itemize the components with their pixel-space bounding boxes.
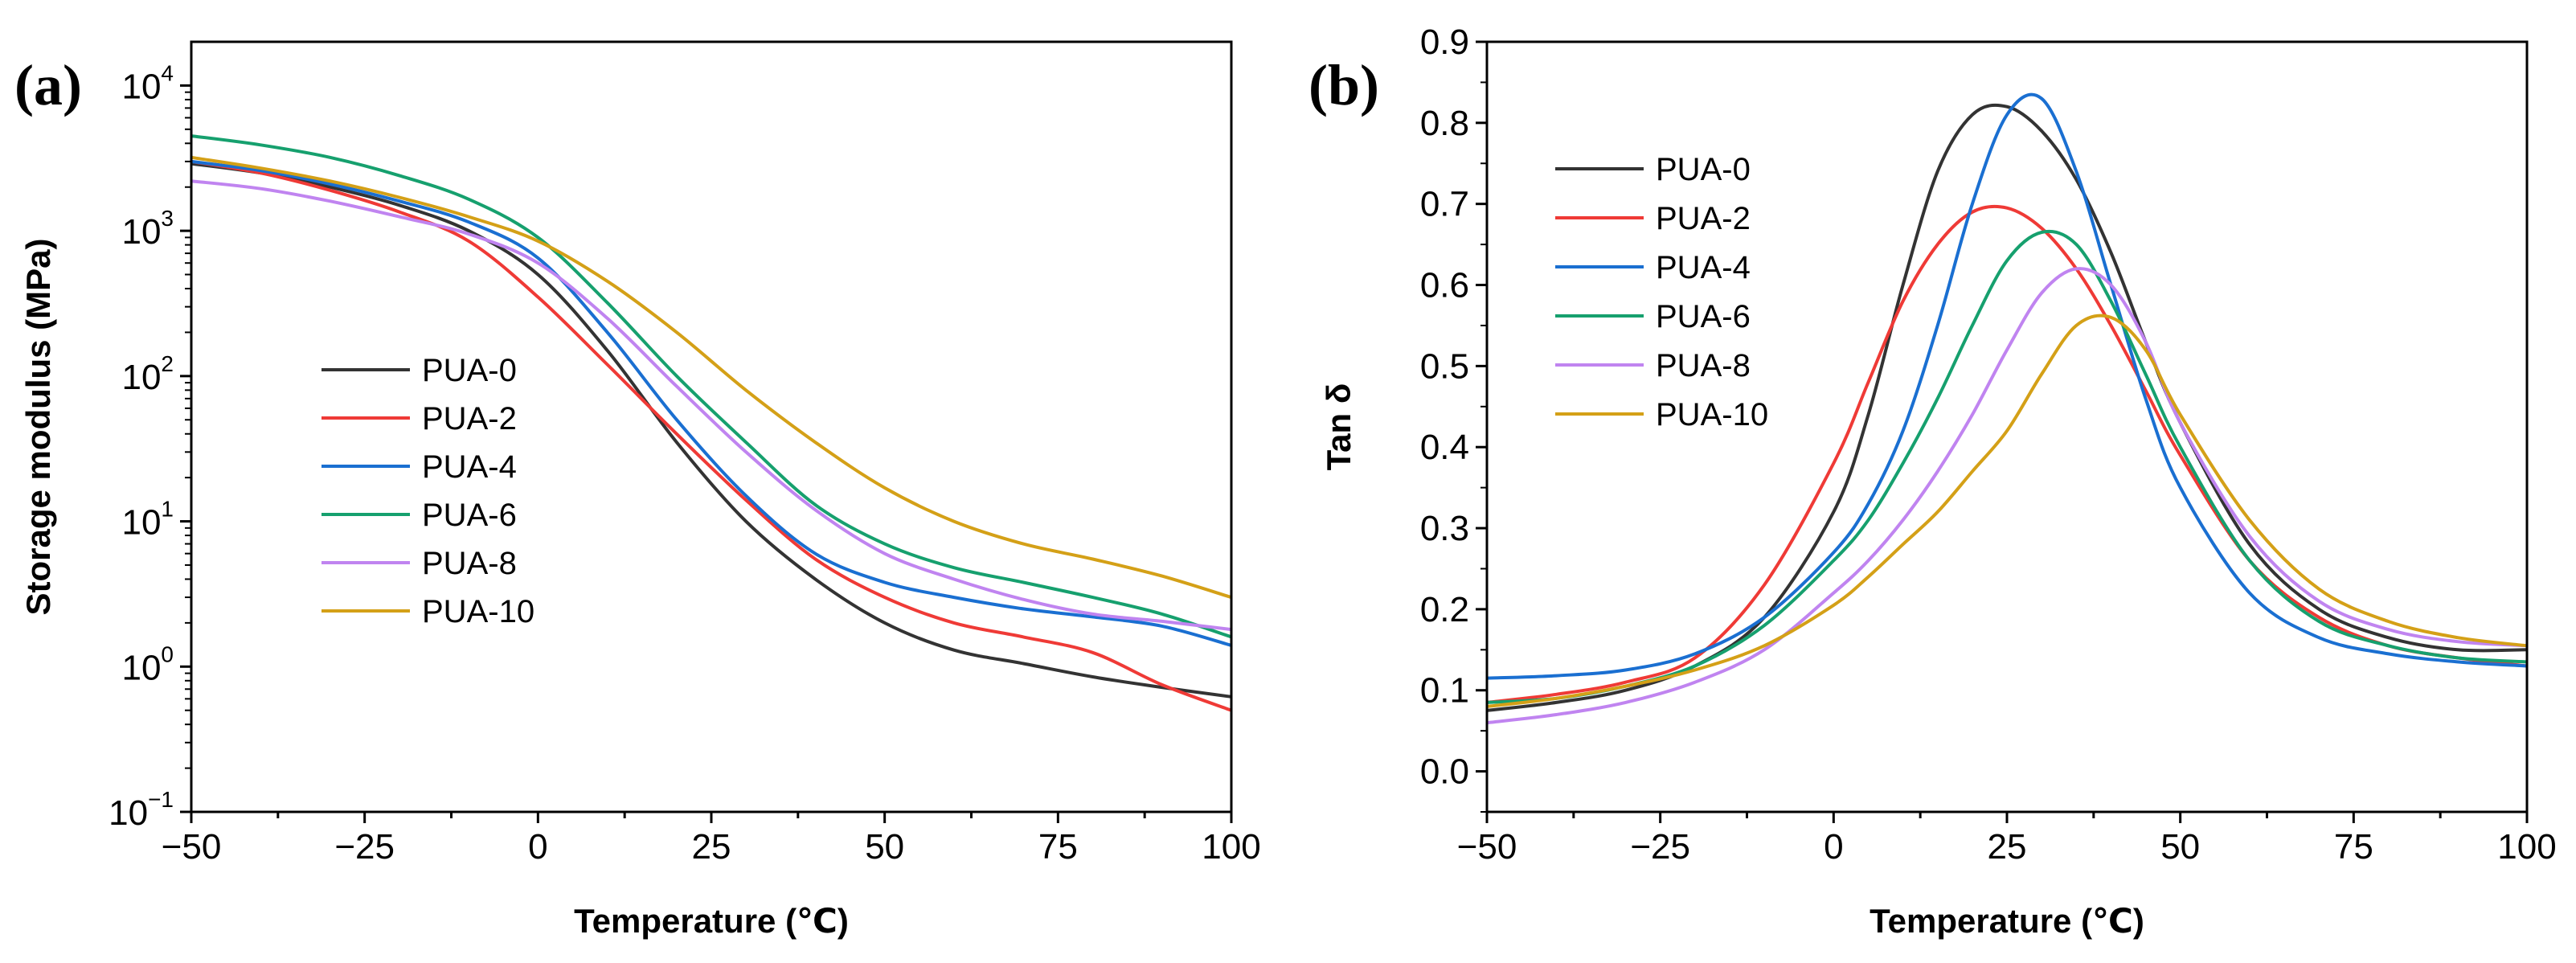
y-axis: 0.0 0.1 0.2 0.3 0.4 0.5 0.6 0.7 0.8 0.9 [1420, 23, 1487, 813]
legend-label: PUA-8 [422, 546, 517, 581]
series-line-pua-0 [1486, 103, 2528, 712]
y-tick-label: 103 [121, 206, 174, 252]
y-tick-label: 0.9 [1420, 23, 1469, 62]
legend-label: PUA-6 [422, 498, 517, 533]
y-tick-label: 102 [121, 351, 174, 397]
plot-area [1486, 92, 2528, 725]
y-tick-label: 100 [121, 641, 174, 687]
x-tick-label: 100 [2497, 827, 2556, 867]
x-tick-label: 50 [2160, 827, 2200, 867]
plot-area [190, 134, 1232, 712]
x-tick-label: 25 [692, 827, 731, 867]
plot-frame [190, 40, 1233, 813]
legend-label: PUA-4 [1656, 250, 1751, 285]
plot-frame [1485, 40, 2529, 813]
y-tick-label: 0.3 [1420, 509, 1469, 548]
x-tick-label: −25 [334, 827, 395, 867]
x-tick-label: 50 [865, 827, 904, 867]
y-tick-label: 0.6 [1420, 266, 1469, 305]
x-tick-label: −25 [1630, 827, 1690, 867]
y-axis-title: Tan δ [1320, 383, 1358, 471]
y-tick-label: 0.4 [1420, 428, 1469, 467]
series-line-pua-6 [1486, 229, 2528, 704]
x-axis-title: Temperature (℃) [1870, 902, 2144, 940]
series-line-pua-4 [190, 159, 1232, 647]
y-tick-label: 0.5 [1420, 346, 1469, 386]
legend-label: PUA-6 [1656, 299, 1751, 334]
series-line-pua-2 [1486, 204, 2528, 704]
x-tick-label: 0 [528, 827, 547, 867]
series-line-pua-2 [190, 159, 1232, 712]
legend-label: PUA-0 [1656, 152, 1751, 187]
y-tick-label: 0.7 [1420, 185, 1469, 224]
x-axis: −50 −25 0 25 50 75 100 [162, 812, 1261, 867]
y-tick-label: 10−1 [109, 787, 174, 833]
x-tick-label: 0 [1824, 827, 1843, 867]
series-line-pua-10 [1486, 313, 2528, 708]
y-tick-label: 0.0 [1420, 752, 1469, 792]
legend: PUA-0 PUA-2 PUA-4 PUA-6 PUA-8 PUA-10 [321, 353, 534, 629]
series-line-pua-4 [1486, 92, 2528, 680]
y-tick-label: 0.1 [1420, 671, 1469, 711]
y-axis-title: Storage modulus (MPa) [19, 238, 57, 615]
panel-label: (b) [1308, 53, 1379, 117]
y-tick-label: 104 [121, 60, 174, 106]
y-tick-label: 101 [121, 497, 174, 543]
panel-a-chart: −50 −25 0 25 50 75 100 10−1 100 101 102 103 104 Tempe… [14, 40, 1261, 940]
y-tick-label: 0.8 [1420, 104, 1469, 143]
y-axis: 10−1 100 101 102 103 104 [109, 60, 191, 833]
series-line-pua-8 [1486, 267, 2528, 725]
legend-label: PUA-8 [1656, 348, 1751, 383]
y-tick-label: 0.2 [1420, 590, 1469, 629]
legend-label: PUA-2 [422, 401, 517, 436]
x-tick-label: 100 [1202, 827, 1260, 867]
series-line-pua-0 [190, 162, 1232, 699]
legend-label: PUA-10 [422, 594, 534, 629]
x-tick-label: 75 [1038, 827, 1078, 867]
legend-label: PUA-10 [1656, 397, 1768, 432]
legend: PUA-0 PUA-2 PUA-4 PUA-6 PUA-8 PUA-10 [1555, 152, 1768, 432]
series-line-pua-10 [190, 155, 1232, 600]
legend-label: PUA-0 [422, 353, 517, 388]
x-tick-label: −50 [1457, 827, 1517, 867]
x-axis-title: Temperature (℃) [574, 902, 849, 940]
series-line-pua-8 [190, 179, 1232, 632]
x-tick-label: 75 [2334, 827, 2373, 867]
panel-b-chart: −50 −25 0 25 50 75 100 0.0 0.1 0.2 0.3 0.4 0.5 0.6 0.7… [1308, 23, 2557, 940]
legend-label: PUA-4 [422, 449, 517, 485]
legend-label: PUA-2 [1656, 201, 1751, 236]
series-line-pua-6 [190, 134, 1232, 639]
x-tick-label: −50 [162, 827, 222, 867]
panel-label: (a) [14, 53, 82, 117]
x-tick-label: 25 [1988, 827, 2027, 867]
x-axis: −50 −25 0 25 50 75 100 [1457, 812, 2557, 867]
